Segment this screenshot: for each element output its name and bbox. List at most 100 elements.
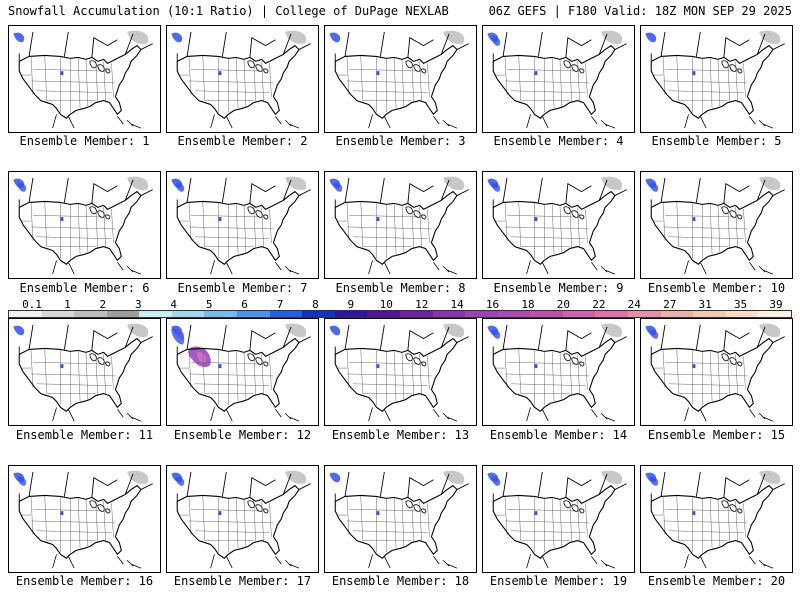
ensemble-member-label: Ensemble Member: 17 <box>173 574 312 588</box>
ensemble-map-18 <box>324 465 477 573</box>
ensemble-map-15 <box>640 318 793 426</box>
snow-area <box>534 71 538 76</box>
ensemble-member-label: Ensemble Member: 19 <box>489 574 628 588</box>
snow-area <box>645 32 657 43</box>
snow-area <box>649 476 659 486</box>
colorbar-tick-label: 24 <box>627 298 641 311</box>
snow-area <box>285 323 307 338</box>
snow-area <box>601 30 623 45</box>
colorbar-swatch <box>74 311 107 317</box>
colorbar-tick-label: 20 <box>556 298 571 311</box>
snow-area <box>376 364 380 369</box>
colorbar-swatch <box>237 311 270 317</box>
snow-area <box>60 511 64 516</box>
ensemble-member-label: Ensemble Member: 9 <box>493 281 624 295</box>
ensemble-map-1 <box>8 25 161 133</box>
colorbar-swatch <box>106 311 140 317</box>
snow-area <box>376 71 380 76</box>
colorbar-strip <box>8 310 792 318</box>
snow-area <box>491 182 501 192</box>
snow-area <box>443 176 465 191</box>
ensemble-map-10 <box>640 171 793 279</box>
colorbar-tick-label: 10 <box>379 298 393 311</box>
snow-area <box>692 71 696 76</box>
ensemble-map-20 <box>640 465 793 573</box>
colorbar-swatch <box>595 311 628 317</box>
ensemble-map-8 <box>324 171 477 279</box>
ensemble-member-label: Ensemble Member: 5 <box>651 134 782 148</box>
colorbar-tick-label: 0.1 <box>22 298 42 311</box>
snow-area <box>13 325 25 336</box>
colorbar-swatch <box>9 311 42 317</box>
snow-area <box>218 364 222 369</box>
snowfall-colorbar: 0.1 1 2 3 4 5 6 7 8 9 10 12 14 16 18 20 22 24 27 31 35 39 <box>8 298 792 318</box>
colorbar-tick-label: 1 <box>64 298 71 311</box>
snow-area <box>692 217 696 222</box>
ensemble-member-label: Ensemble Member: 11 <box>15 428 154 442</box>
snow-area <box>491 476 501 486</box>
colorbar-tick-label: 7 <box>276 298 284 311</box>
colorbar-tick-label: 12 <box>415 298 429 311</box>
snow-area <box>491 36 501 46</box>
ensemble-member-label: Ensemble Member: 2 <box>177 134 308 148</box>
colorbar-tick-label: 35 <box>733 298 748 311</box>
snow-area <box>175 476 185 486</box>
colorbar-swatch <box>660 311 694 317</box>
colorbar-tick-label: 3 <box>134 298 142 311</box>
colorbar-swatch <box>465 311 498 317</box>
snow-area <box>60 71 64 76</box>
ensemble-member-label: Ensemble Member: 1 <box>19 134 150 148</box>
ensemble-member-label: Ensemble Member: 4 <box>493 134 624 148</box>
ensemble-map-12 <box>166 318 319 426</box>
snow-area <box>601 323 623 338</box>
ensemble-member-label: Ensemble Member: 13 <box>331 428 470 442</box>
colorbar-tick-label: 14 <box>450 298 464 311</box>
model-run-info: 06Z GEFS | F180 Valid: 18Z MON SEP 29 20… <box>488 4 792 18</box>
snow-area <box>218 71 222 76</box>
snow-area <box>285 176 307 191</box>
ensemble-map-6 <box>8 171 161 279</box>
snow-area <box>196 351 206 363</box>
snow-area <box>759 176 781 191</box>
ensemble-member-label: Ensemble Member: 3 <box>335 134 466 148</box>
colorbar-tick-label: 6 <box>241 298 248 311</box>
ensemble-map-19 <box>482 465 635 573</box>
ensemble-member-label: Ensemble Member: 20 <box>647 574 786 588</box>
snow-area <box>285 30 307 45</box>
colorbar-swatch <box>693 311 726 317</box>
colorbar-tick-label: 8 <box>312 298 319 311</box>
colorbar-tick-label: 4 <box>170 298 178 311</box>
colorbar-tick-label: 18 <box>521 298 535 311</box>
colorbar-tick-label: 2 <box>99 298 107 311</box>
colorbar-tick-label: 31 <box>698 298 712 311</box>
ensemble-map-2 <box>166 25 319 133</box>
ensemble-member-label: Ensemble Member: 16 <box>15 574 154 588</box>
colorbar-swatch <box>399 311 433 317</box>
snow-area <box>218 511 222 516</box>
colorbar-swatch <box>758 311 791 317</box>
colorbar-swatch <box>302 311 335 317</box>
ensemble-member-label: Ensemble Member: 10 <box>647 281 786 295</box>
colorbar-swatch <box>497 311 531 317</box>
colorbar-tick-label: 27 <box>663 298 677 311</box>
snow-area <box>17 182 27 192</box>
snow-area <box>649 329 659 339</box>
colorbar-tick-label: 22 <box>592 298 606 311</box>
snow-area <box>443 323 465 338</box>
snow-area <box>692 364 696 369</box>
snow-area <box>759 323 781 338</box>
colorbar-swatch <box>139 311 172 317</box>
snow-area <box>285 470 307 485</box>
colorbar-swatch <box>432 311 466 317</box>
snow-area <box>534 511 538 516</box>
snow-area <box>376 217 380 222</box>
ensemble-map-16 <box>8 465 161 573</box>
ensemble-map-5 <box>640 25 793 133</box>
ensemble-member-label: Ensemble Member: 12 <box>173 428 312 442</box>
ensemble-member-label: Ensemble Member: 18 <box>331 574 470 588</box>
colorbar-swatch <box>562 311 596 317</box>
colorbar-swatch <box>530 311 563 317</box>
snow-area <box>127 30 149 45</box>
ensemble-map-3 <box>324 25 477 133</box>
snow-area <box>175 182 185 192</box>
